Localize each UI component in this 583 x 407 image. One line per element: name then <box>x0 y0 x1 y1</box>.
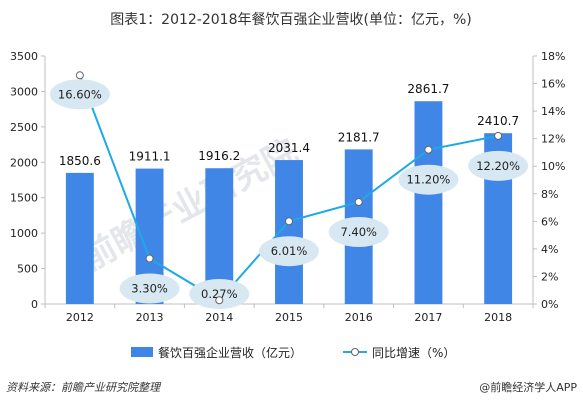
y-right-tick-label: 16% <box>541 78 565 91</box>
y-right-tick-label: 10% <box>541 160 565 173</box>
x-tick-label: 2018 <box>484 311 512 324</box>
growth-label-bubble <box>49 79 110 110</box>
chart-title: 图表1：2012-2018年餐饮百强企业营收(单位：亿元，%) <box>110 11 471 28</box>
legend: 餐饮百强企业营收（亿元） 同比增速（%） <box>131 345 455 360</box>
growth-value-label: 6.01% <box>271 244 308 258</box>
bar-value-label: 1850.6 <box>59 154 101 168</box>
y-right-tick-label: 6% <box>541 215 558 228</box>
footer-source: 资料来源：前瞻产业研究院整理 <box>6 381 162 394</box>
line-layer: 16.60% 3.30% 0.27% 6.01% 7.40% 11.20% 12.20% <box>49 71 529 309</box>
growth-value-label: 12.20% <box>476 159 520 173</box>
x-tick-label: 2015 <box>275 311 303 324</box>
growth-point <box>215 296 224 305</box>
x-tick-label: 2012 <box>66 311 94 324</box>
bar-value-label: 2031.4 <box>268 141 310 155</box>
growth-point <box>145 254 154 263</box>
y-right-tick-label: 8% <box>541 188 558 201</box>
y-left-tick-label: 3000 <box>10 85 38 98</box>
y-left-tick-label: 0 <box>31 298 38 311</box>
growth-label-bubble <box>468 150 529 181</box>
growth-point <box>285 217 293 226</box>
y-right-tick-label: 18% <box>541 50 565 63</box>
y-left-tick-label: 1000 <box>10 227 38 240</box>
x-tick-label: 2017 <box>414 311 442 324</box>
bar <box>414 101 443 304</box>
y-left-tick-label: 2500 <box>10 121 38 134</box>
axes-layer: 0 500 1000 1500 2000 2500 3000 3500 0% 2% 4% 6% 8% 10… <box>10 50 565 324</box>
y-right-tick-label: 4% <box>541 243 558 256</box>
x-tick-label: 2016 <box>345 311 373 324</box>
growth-value-label: 11.20% <box>406 173 450 187</box>
legend-bar-swatch <box>131 347 153 357</box>
growth-value-label: 3.30% <box>131 282 168 296</box>
legend-bar-label: 餐饮百强企业营收（亿元） <box>158 345 302 360</box>
bar-value-label: 2861.7 <box>407 82 449 96</box>
growth-label-bubble <box>328 217 389 248</box>
growth-point <box>75 71 84 80</box>
y-right-tick-label: 14% <box>541 105 565 118</box>
bar <box>65 172 94 304</box>
growth-label-bubble <box>119 273 180 304</box>
growth-label-bubble <box>189 279 250 309</box>
footer-brand: @前瞻经济学人APP <box>479 380 577 394</box>
growth-point <box>424 145 433 154</box>
y-right-tick-label: 12% <box>541 133 565 146</box>
y-left-tick-label: 500 <box>17 263 38 276</box>
bar-value-label: 2181.7 <box>338 130 380 144</box>
growth-point <box>494 131 503 140</box>
y-right-tick-label: 2% <box>541 270 558 283</box>
legend-line-marker <box>351 348 359 356</box>
x-tick-label: 2013 <box>136 311 164 324</box>
growth-point <box>354 198 363 207</box>
y-right-tick-label: 0% <box>541 298 558 311</box>
y-left-tick-label: 1500 <box>10 192 38 205</box>
growth-label-bubble <box>259 236 319 267</box>
bar-value-label: 2410.7 <box>477 114 519 128</box>
bars-layer: 1850.6 1911.1 1916.2 2031.4 2181.7 2861.7 2410… <box>59 82 519 304</box>
x-tick-label: 2014 <box>205 311 233 324</box>
growth-value-label: 7.40% <box>340 225 377 239</box>
y-left-tick-label: 3500 <box>10 50 38 63</box>
growth-value-label: 0.27% <box>201 287 238 301</box>
growth-value-label: 16.60% <box>58 87 102 101</box>
bar-value-label: 1916.2 <box>198 149 240 163</box>
growth-label-bubble <box>398 164 459 195</box>
legend-line-label: 同比增速（%） <box>372 346 455 360</box>
y-left-tick-label: 2000 <box>10 156 38 169</box>
bar-value-label: 1911.1 <box>129 150 171 164</box>
